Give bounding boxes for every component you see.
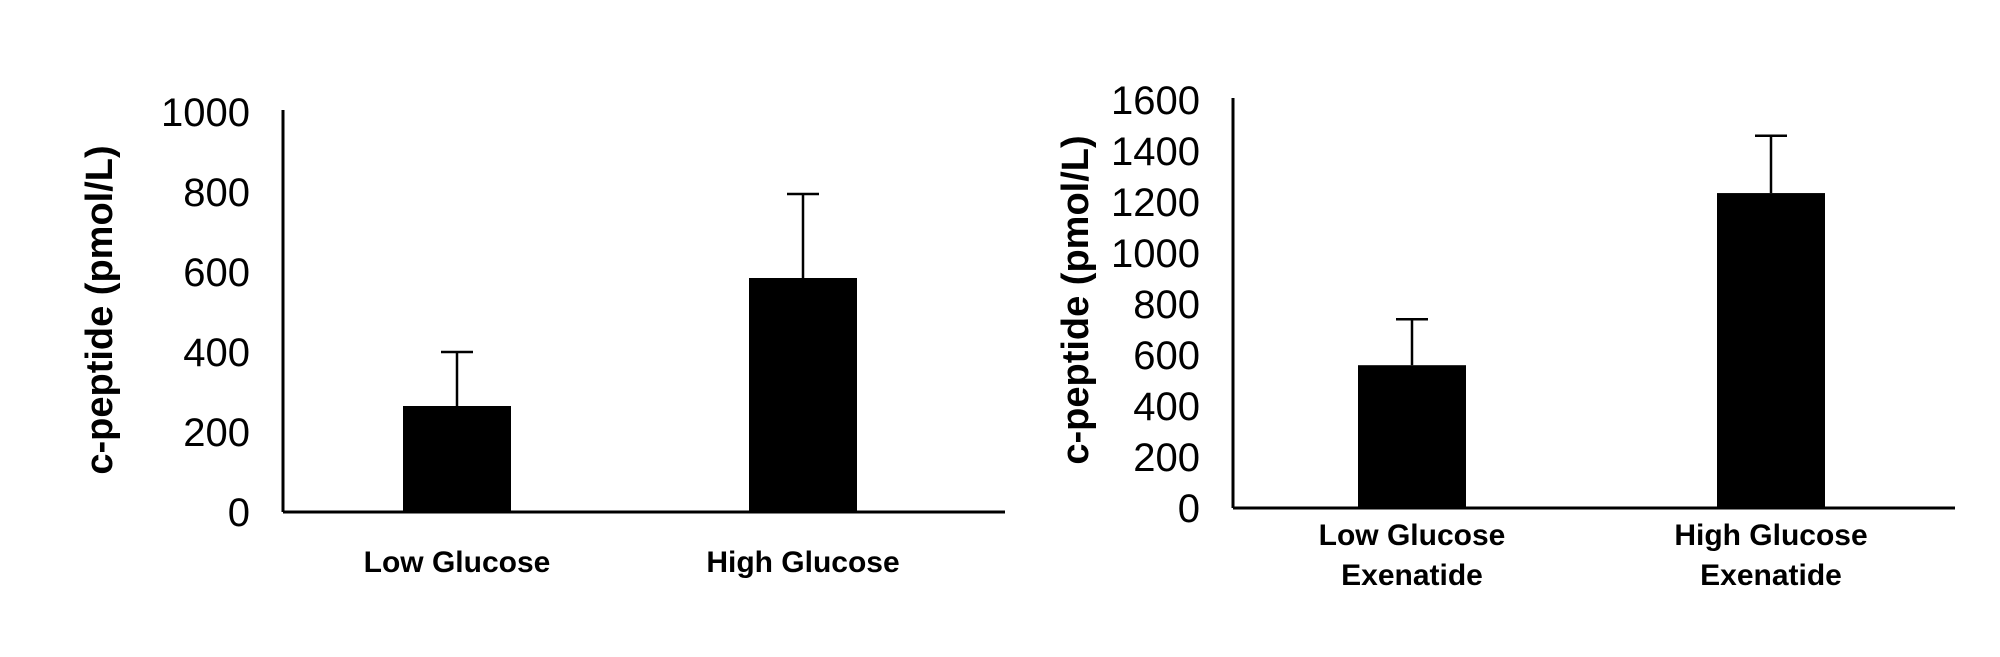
y-tick-label: 800 xyxy=(1133,283,1200,327)
y-tick-label: 800 xyxy=(183,171,250,215)
y-tick-label: 1000 xyxy=(1111,232,1200,276)
bar xyxy=(1358,365,1466,508)
bar xyxy=(749,278,857,512)
y-tick-label: 1000 xyxy=(161,91,250,135)
y-tick-label: 600 xyxy=(1133,334,1200,378)
y-tick-label: 200 xyxy=(183,411,250,455)
y-axis-title: c-peptide (pmol/L) xyxy=(79,145,121,474)
error-bar xyxy=(787,192,819,278)
y-tick-label: 1600 xyxy=(1111,79,1200,123)
x-category-label-line: Exenatide xyxy=(1341,559,1483,592)
x-category-label: Low Glucose Exenatide xyxy=(1319,519,1506,592)
chart-1: c-peptide (pmol/L) 0 200 400 600 800 1000 Low G… xyxy=(79,91,1005,579)
x-category-label-line: High Glucose xyxy=(706,546,899,579)
bar xyxy=(1717,193,1825,508)
x-category-label-line: Exenatide xyxy=(1700,559,1842,592)
x-category-label-line: High Glucose xyxy=(1674,519,1867,552)
chart-2: c-peptide (pmol/L) 0 200 400 600 800 1000 1200 1… xyxy=(1055,79,1955,592)
y-tick-label: 400 xyxy=(1133,385,1200,429)
error-bar xyxy=(1755,134,1787,194)
x-category-label-line: Low Glucose xyxy=(364,546,551,579)
y-tick-label: 1400 xyxy=(1111,130,1200,174)
x-category-label: Low Glucose xyxy=(364,546,551,579)
y-tick-label: 400 xyxy=(183,331,250,375)
bar xyxy=(403,406,511,512)
y-tick-label: 1200 xyxy=(1111,181,1200,225)
y-tick-label: 0 xyxy=(228,491,250,535)
error-bar xyxy=(441,350,473,406)
y-tick-label: 0 xyxy=(1178,487,1200,531)
y-tick-label: 600 xyxy=(183,251,250,295)
error-bar xyxy=(1396,318,1428,366)
x-category-label: High Glucose xyxy=(706,546,899,579)
x-category-label: High Glucose Exenatide xyxy=(1674,519,1867,592)
x-category-label-line: Low Glucose xyxy=(1319,519,1506,552)
y-axis-title: c-peptide (pmol/L) xyxy=(1055,135,1097,464)
y-tick-label: 200 xyxy=(1133,436,1200,480)
